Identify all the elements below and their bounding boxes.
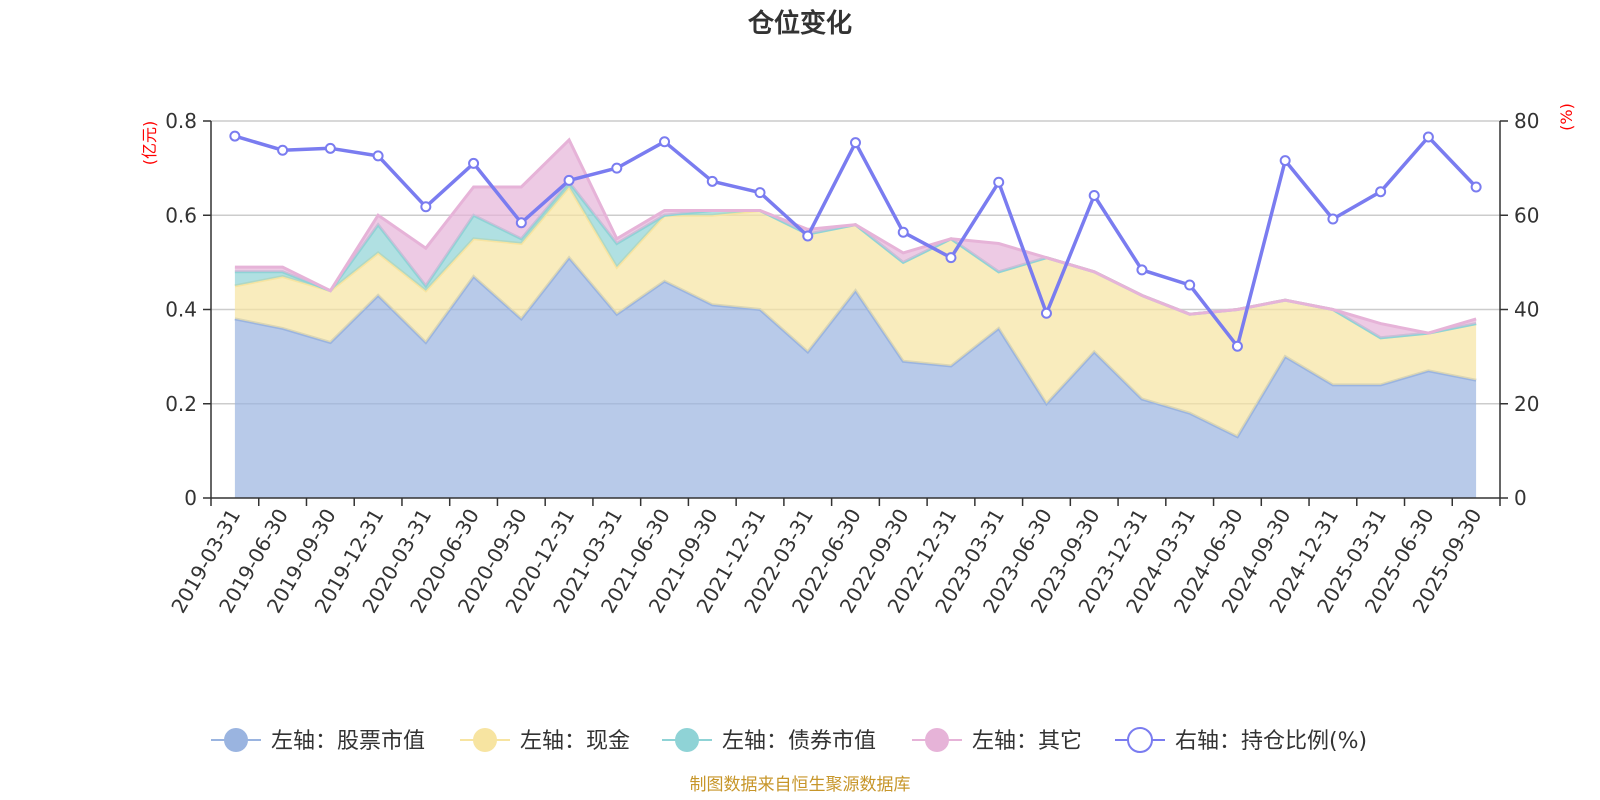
- right-tick-label: 0: [1514, 486, 1527, 510]
- ratio-point: [802, 230, 814, 242]
- ratio-point: [229, 130, 241, 142]
- left-tick-label: 0: [184, 486, 197, 510]
- ratio-point: [850, 137, 861, 149]
- left-tick-label: 0.4: [165, 298, 197, 322]
- legend-marker: [1127, 727, 1153, 753]
- ratio-point: [1136, 264, 1148, 276]
- right-tick-label: 20: [1514, 392, 1539, 416]
- legend-item: 右轴：持仓比例(%): [1115, 727, 1367, 754]
- legend-item: 左轴：现金: [460, 728, 630, 754]
- ratio-point: [515, 217, 527, 229]
- ratio-point: [945, 252, 957, 264]
- area-左轴：现金: [234, 187, 1477, 437]
- ratio-point: [659, 136, 671, 148]
- source-note: 制图数据来自恒生聚源数据库: [690, 775, 911, 795]
- line-左轴：其它: [234, 137, 1477, 335]
- ratio-point: [1088, 189, 1100, 201]
- legend-marker: [675, 728, 699, 752]
- stacked-areas: [234, 137, 1477, 498]
- ratio-point: [563, 174, 575, 186]
- ratio-point: [1470, 181, 1482, 193]
- ratio-point: [468, 157, 480, 169]
- ratio-point: [1184, 279, 1196, 291]
- ratio-point: [754, 187, 766, 199]
- right-tick-label: 80: [1514, 109, 1539, 133]
- legend-label: 左轴：其它: [972, 729, 1082, 754]
- legend-item: 左轴：股票市值: [211, 728, 425, 754]
- right-tick-label: 40: [1514, 298, 1539, 322]
- ratio-point: [277, 144, 289, 156]
- chart-title: 仓位变化: [747, 8, 852, 39]
- ratio-point: [1279, 155, 1291, 167]
- legend-label: 左轴：现金: [520, 729, 630, 754]
- ratio-point: [1040, 307, 1052, 319]
- ratio-point: [420, 201, 432, 213]
- right-axis-unit: (%): [1557, 103, 1576, 131]
- legend-label: 左轴：股票市值: [271, 729, 425, 754]
- right-tick-label: 60: [1514, 203, 1539, 227]
- legend-label: 右轴：持仓比例(%): [1175, 729, 1367, 754]
- ratio-point: [706, 175, 718, 187]
- legend-marker: [925, 728, 949, 752]
- legend-marker: [224, 728, 248, 752]
- legend: 左轴：股票市值 左轴：现金 左轴：债券市值 左轴：其它 右轴：持仓比例(%): [211, 727, 1367, 754]
- ratio-point: [324, 142, 336, 154]
- legend-label: 左轴：债券市值: [722, 729, 876, 754]
- left-tick-label: 0.6: [165, 203, 197, 227]
- area-左轴：股票市值: [234, 257, 1477, 498]
- left-tick-label: 0.8: [165, 109, 197, 133]
- left-tick-label: 0.2: [165, 392, 197, 416]
- ratio-point: [611, 162, 623, 174]
- ratio-point: [1327, 213, 1339, 225]
- legend-marker: [473, 728, 497, 752]
- ratio-point: [1375, 186, 1387, 198]
- area-左轴：其它: [234, 139, 1477, 338]
- ratio-point: [1422, 131, 1434, 143]
- legend-item: 左轴：债券市值: [662, 728, 876, 754]
- legend-item: 左轴：其它: [912, 728, 1082, 754]
- left-axis-unit: (亿元): [140, 121, 159, 166]
- ratio-point: [372, 150, 384, 162]
- ratio-point: [1231, 340, 1243, 352]
- ratio-line-series: [229, 130, 1482, 352]
- ratio-point: [993, 176, 1005, 188]
- ratio-point: [897, 226, 909, 238]
